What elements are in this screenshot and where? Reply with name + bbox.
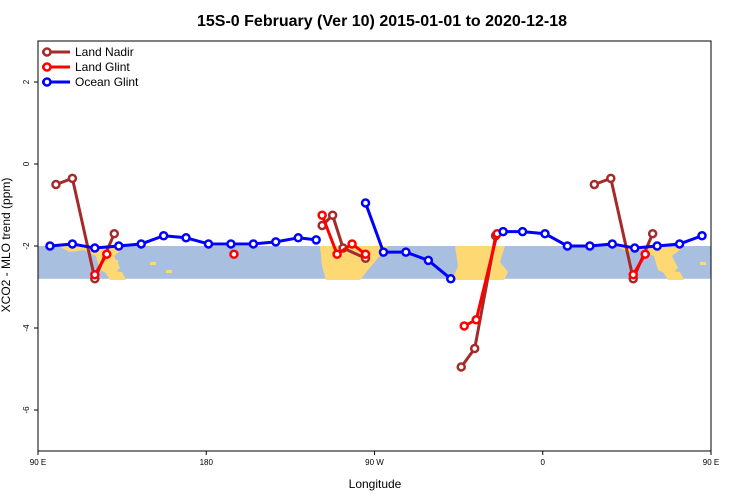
data-point <box>562 241 573 251</box>
data-point <box>158 231 169 241</box>
series-line <box>321 213 367 260</box>
data-point <box>401 247 411 257</box>
data-point <box>606 173 616 184</box>
data-point <box>90 269 100 280</box>
x-tick-label: 90 W <box>365 458 384 467</box>
y-tick-label: 0 <box>22 161 31 166</box>
data-point <box>51 179 61 190</box>
data-point <box>540 228 550 239</box>
data-point <box>293 233 303 243</box>
legend-marker <box>42 62 52 72</box>
y-tick-label: 2 <box>22 79 31 84</box>
land-mass <box>452 246 508 280</box>
data-point <box>226 239 236 249</box>
data-point <box>640 249 650 259</box>
series-land-glint <box>90 210 650 331</box>
data-point <box>332 249 342 259</box>
series-line <box>503 230 703 250</box>
map-band <box>38 246 711 280</box>
data-point <box>589 179 600 190</box>
legend-entry: Ocean Glint <box>75 75 139 89</box>
data-point <box>203 239 214 249</box>
data-point <box>517 226 528 237</box>
land-mass <box>662 270 684 280</box>
data-point <box>360 198 371 208</box>
data-point <box>317 210 327 220</box>
data-point <box>674 239 685 249</box>
x-tick-label: 90 E <box>30 458 46 467</box>
x-tick-label: 90 E <box>703 458 719 467</box>
y-axis: 2 0 -2 -4 -6 <box>22 79 38 414</box>
chart-title: 15S-0 February (Ver 10) 2015-01-01 to 20… <box>197 13 567 30</box>
data-point <box>498 226 508 237</box>
data-point <box>67 239 78 249</box>
x-axis-label: Longitude <box>349 477 402 491</box>
data-point <box>229 249 239 259</box>
data-point <box>114 241 124 251</box>
island <box>150 262 156 265</box>
data-point <box>697 231 707 241</box>
island <box>112 260 118 263</box>
land-mass <box>616 246 682 276</box>
data-point <box>136 239 146 249</box>
data-point <box>347 239 357 249</box>
data-point <box>67 173 78 184</box>
island <box>166 270 172 273</box>
data-point <box>90 243 100 253</box>
data-point <box>45 241 55 251</box>
data-point <box>327 210 338 220</box>
data-point <box>311 235 321 245</box>
data-point <box>248 239 259 249</box>
y-tick-label: -2 <box>22 242 31 250</box>
data-point <box>652 241 662 251</box>
data-point <box>628 269 638 280</box>
data-point <box>607 239 618 249</box>
series-layer <box>45 173 707 372</box>
x-tick-label: 0 <box>541 458 546 467</box>
data-point <box>647 228 658 239</box>
legend-marker <box>42 77 52 87</box>
data-point <box>471 315 481 325</box>
x-tick-label: 180 <box>200 458 214 467</box>
series-land-nadir <box>51 173 658 372</box>
data-point <box>378 247 389 257</box>
legend-entry: Land Glint <box>75 60 130 74</box>
island <box>700 262 706 265</box>
data-point <box>585 241 595 251</box>
data-point <box>446 274 456 284</box>
data-point <box>469 343 480 354</box>
y-tick-label: -4 <box>22 324 31 332</box>
series-line <box>320 214 367 256</box>
land-mass <box>104 270 126 280</box>
data-point <box>629 243 640 253</box>
data-point <box>360 249 371 259</box>
island <box>666 260 672 263</box>
legend-marker <box>42 47 52 57</box>
data-point <box>423 255 434 266</box>
y-axis-label: XCO2 - MLO trend (ppm) <box>0 178 13 313</box>
data-point <box>456 362 466 372</box>
legend-entry: Land Nadir <box>75 45 134 59</box>
y-tick-label: -6 <box>22 406 31 414</box>
data-point <box>102 249 112 259</box>
data-point <box>181 233 191 243</box>
data-point <box>271 237 281 247</box>
data-point <box>109 228 120 239</box>
data-point <box>459 321 469 331</box>
series-ocean-glint <box>45 198 707 284</box>
